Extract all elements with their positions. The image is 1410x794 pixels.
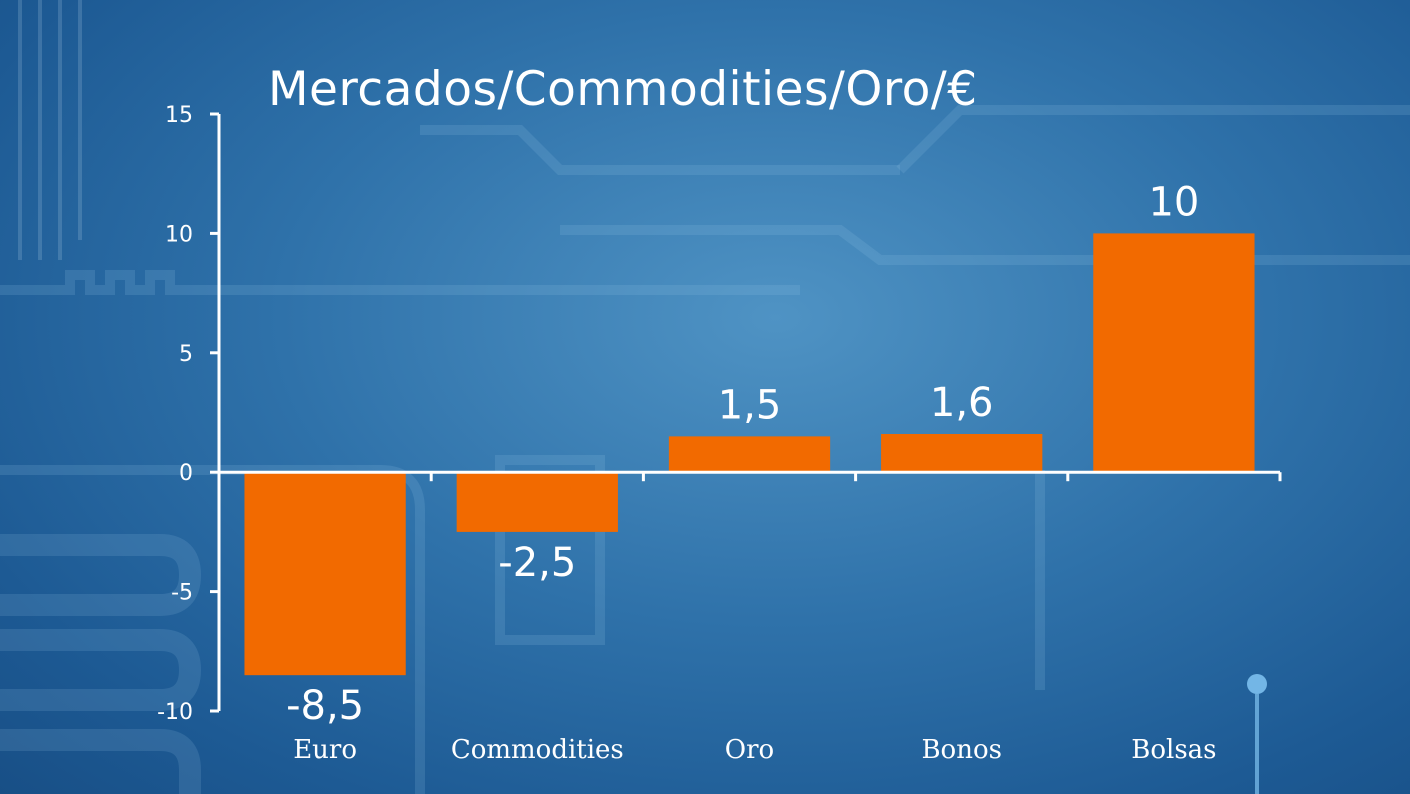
y-tick-label: 0 bbox=[179, 461, 193, 486]
bar-euro bbox=[244, 472, 406, 676]
x-category-label: Bonos bbox=[921, 735, 1002, 765]
data-label: 10 bbox=[1148, 179, 1199, 225]
bar-bonos bbox=[881, 433, 1043, 473]
y-tick-label: -5 bbox=[171, 581, 193, 606]
x-category-label: Oro bbox=[725, 735, 774, 765]
axes-layer bbox=[210, 112, 1282, 713]
bar-bolsas bbox=[1093, 233, 1255, 473]
y-tick-label: 5 bbox=[179, 342, 193, 367]
bar-commodities bbox=[456, 472, 618, 532]
data-label: -8,5 bbox=[286, 683, 364, 729]
y-tick-label: -10 bbox=[157, 700, 193, 725]
chart-title: Mercados/Commodities/Oro/€ bbox=[268, 62, 978, 117]
y-tick-label: 15 bbox=[165, 103, 193, 128]
data-label: 1,6 bbox=[930, 380, 994, 426]
x-category-label: Commodities bbox=[451, 735, 624, 765]
data-label: -2,5 bbox=[498, 540, 576, 586]
bars-layer bbox=[244, 233, 1255, 676]
bar-oro bbox=[668, 436, 831, 473]
x-category-label: Euro bbox=[293, 735, 357, 765]
labels-layer: 15 10 5 0 -5 -10 Euro Commodities Oro Bonos Bolsas… bbox=[157, 103, 1216, 765]
data-label: 1,5 bbox=[718, 382, 782, 428]
x-category-label: Bolsas bbox=[1131, 735, 1216, 765]
y-tick-label: 10 bbox=[165, 222, 193, 247]
